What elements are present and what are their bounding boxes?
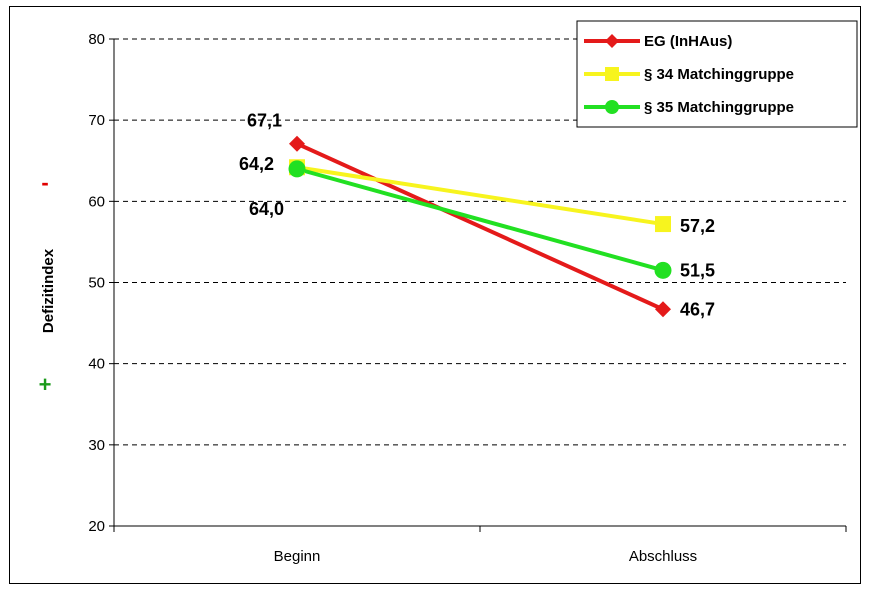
axes-layer: 20 30 40 50 60 70 80 Beginn Abschluss (88, 31, 847, 565)
y-tick-label: 50 (88, 275, 105, 292)
legend-swatch-marker (605, 34, 619, 48)
y-tick-label: 70 (88, 112, 105, 129)
data-label: 64,2 (239, 154, 274, 174)
data-point-eg-inhaus (289, 135, 305, 152)
x-tick-label: Beginn (274, 548, 321, 565)
data-point-35-matchinggruppe (654, 261, 672, 279)
legend-entry-eg-inhaus: EG (InHAus) (644, 33, 732, 50)
data-label: 67,1 (247, 111, 282, 131)
data-label: 46,7 (680, 299, 715, 319)
series-line-34-matchinggruppe (296, 165, 664, 227)
data-label: 64,0 (249, 199, 284, 219)
data-point-eg-inhaus (655, 301, 671, 318)
x-tick-label: Abschluss (629, 548, 697, 565)
line-chart: 20 30 40 50 60 70 80 Beginn Abschluss 67,1 46,7 64… (9, 6, 861, 584)
series-line-eg-inhaus (296, 141, 664, 312)
y-tick-label: 80 (88, 31, 105, 48)
data-label: 57,2 (680, 216, 715, 236)
series-layer (288, 135, 672, 318)
legend-entry-35-matchinggruppe: § 35 Matchinggruppe (644, 99, 794, 116)
y-marker-minus: - (41, 170, 48, 195)
data-label: 51,5 (680, 260, 715, 280)
legend-entry-34-matchinggruppe: § 34 Matchinggruppe (644, 66, 794, 83)
y-tick-label: 30 (88, 437, 105, 454)
grid-layer (114, 38, 846, 446)
chart-frame: 20 30 40 50 60 70 80 Beginn Abschluss 67,1 46,7 64… (9, 6, 861, 584)
y-tick-label: 20 (88, 518, 105, 535)
legend-swatch-marker (605, 67, 619, 81)
data-point-34-matchinggruppe (655, 216, 671, 233)
y-tick-label: 40 (88, 356, 105, 373)
legend: EG (InHAus) § 34 Matchinggruppe § 35 Match… (576, 20, 858, 128)
legend-swatch-marker (605, 100, 619, 114)
y-marker-plus: + (39, 372, 52, 397)
series-line-35-matchinggruppe (296, 166, 664, 273)
y-axis-label: Defizitindex (40, 248, 57, 333)
data-point-35-matchinggruppe (288, 160, 306, 178)
labels-layer: 67,1 46,7 64,2 57,2 64,0 51,5 (239, 111, 715, 320)
y-tick-label: 60 (88, 193, 105, 210)
